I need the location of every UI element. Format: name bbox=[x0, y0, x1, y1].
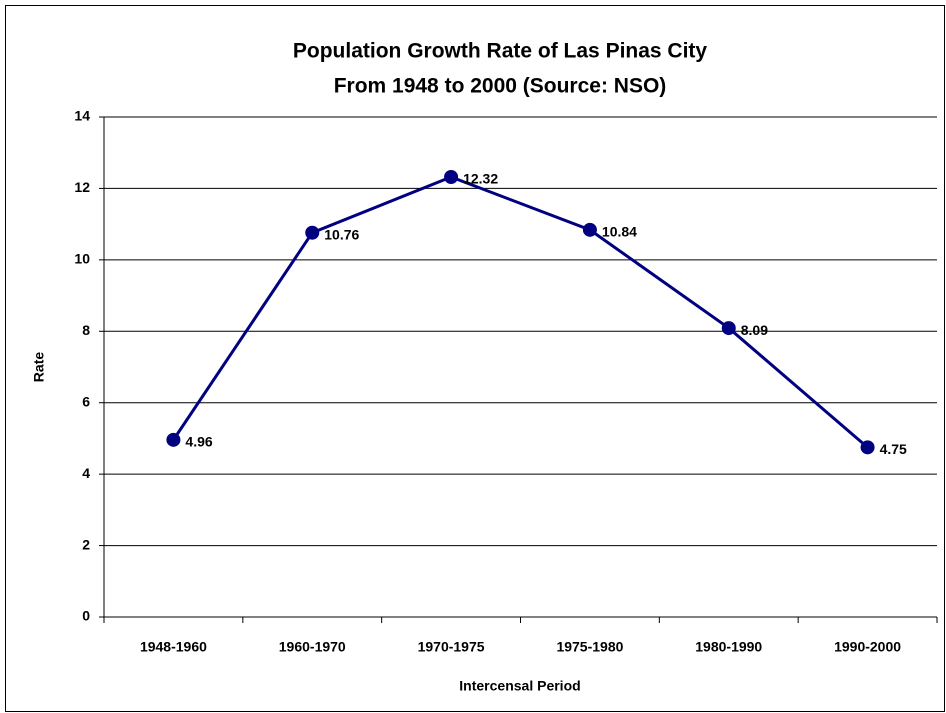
data-label: 4.96 bbox=[185, 434, 212, 450]
marker bbox=[166, 432, 181, 447]
x-axis-label: Intercensal Period bbox=[459, 678, 580, 694]
y-tick-label: 14 bbox=[74, 108, 90, 124]
marker bbox=[444, 170, 459, 184]
x-tick-label: 1970-1975 bbox=[418, 639, 485, 655]
chart-frame bbox=[5, 5, 945, 712]
data-label: 10.76 bbox=[324, 226, 359, 242]
data-label: 4.75 bbox=[880, 441, 907, 457]
x-tick-label: 1980-1990 bbox=[695, 639, 762, 655]
x-tick-label: 1990-2000 bbox=[834, 639, 901, 655]
y-tick-label: 12 bbox=[74, 179, 90, 195]
x-tick-label: 1975-1980 bbox=[556, 639, 623, 655]
x-tick-label: 1960-1970 bbox=[279, 639, 346, 655]
x-tick-label: 1948-1960 bbox=[140, 639, 207, 655]
y-tick-label: 4 bbox=[82, 465, 90, 481]
marker bbox=[305, 225, 320, 240]
data-label: 12.32 bbox=[463, 171, 498, 187]
line bbox=[172, 175, 869, 449]
y-tick-label: 8 bbox=[82, 322, 90, 338]
chart-title: From 1948 to 2000 (Source: NSO) bbox=[334, 75, 667, 98]
data-label: 10.84 bbox=[602, 224, 637, 240]
data-label: 8.09 bbox=[741, 322, 768, 338]
y-axis-label: Rate bbox=[31, 352, 47, 383]
y-tick-label: 2 bbox=[82, 536, 90, 552]
chart-title: Population Growth Rate of Las Pinas City bbox=[293, 40, 708, 63]
y-tick-label: 0 bbox=[82, 608, 90, 624]
marker bbox=[860, 440, 875, 455]
y-tick-label: 6 bbox=[82, 393, 90, 409]
marker bbox=[582, 222, 597, 237]
y-tick-label: 10 bbox=[74, 251, 90, 267]
marker bbox=[721, 321, 736, 336]
